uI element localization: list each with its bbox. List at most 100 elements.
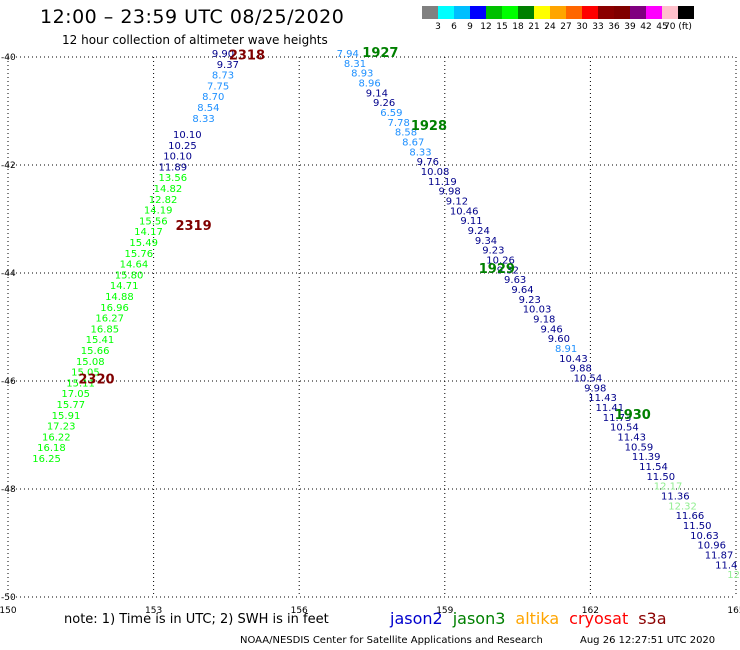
swh-label-track2: 9.26 — [373, 98, 395, 109]
swh-label-track2: 10.08 — [421, 167, 450, 178]
swh-label-jason3: 16.22 — [42, 432, 71, 443]
colorbar — [422, 6, 694, 20]
swh-label-track2: 12.32 — [668, 501, 697, 512]
pass-time-label: 2319 — [175, 219, 211, 234]
swh-label-track2: 11.36 — [661, 491, 690, 502]
swh-label-track2: 7.94 — [337, 49, 359, 60]
swh-label-jason3: 16.85 — [91, 324, 120, 335]
swh-label-jason3: 14.19 — [144, 206, 173, 217]
swh-label-track2: 9.24 — [468, 226, 490, 237]
colorbar-swatch — [630, 6, 646, 19]
x-tick-label: 159 — [436, 606, 453, 616]
swh-label-jason3: 16.18 — [37, 443, 66, 454]
swh-label-jason3: 17.05 — [61, 389, 90, 400]
swh-label-jason2: 10.10 — [173, 130, 202, 141]
legend-cryosat: cryosat — [569, 609, 629, 628]
swh-label-track2: 9.98 — [584, 383, 606, 394]
swh-label-track2: 10.59 — [625, 442, 654, 453]
swh-label-track2: 11.50 — [646, 472, 675, 483]
satellite-legend: jason2 jason3 altika cryosat s3a — [390, 609, 677, 628]
swh-label-track2: 8.91 — [555, 344, 577, 355]
legend-jason3: jason3 — [452, 609, 506, 628]
swh-label-track2: 11.4 — [715, 560, 737, 571]
swh-label-track2: 9.64 — [511, 285, 533, 296]
swh-label-track2: 9.60 — [548, 334, 570, 345]
swh-label-jason3: 15.66 — [81, 346, 110, 357]
swh-label-track2: 9.12 — [446, 196, 468, 207]
swh-label-altika: 8.70 — [202, 92, 224, 103]
colorbar-swatch — [614, 6, 630, 19]
swh-label-track2: 9.32 — [497, 265, 519, 276]
pass-time-label: 2318 — [229, 49, 265, 64]
swh-label-track2: 6.59 — [380, 108, 402, 119]
swh-label-jason3: 14.82 — [154, 184, 183, 195]
chart-subtitle: 12 hour collection of altimeter wave hei… — [62, 33, 328, 47]
swh-label-jason3: 15.08 — [76, 357, 105, 368]
colorbar-swatch — [598, 6, 614, 19]
swh-label-jason3: 15.56 — [139, 216, 168, 227]
x-tick-label: 150 — [0, 606, 17, 616]
swh-label-track2: 11.73 — [603, 413, 632, 424]
swh-label-track2: 8.93 — [351, 69, 373, 80]
colorbar-swatch — [486, 6, 502, 19]
legend-altika: altika — [515, 609, 560, 628]
colorbar-swatch — [550, 6, 566, 19]
pass-time-label: 2320 — [78, 373, 114, 388]
swh-label-jason3: 16.27 — [95, 314, 124, 325]
swh-label-track2: 12 — [727, 570, 740, 581]
swh-label-jason3: 14.64 — [120, 260, 149, 271]
swh-label-track2: 7.78 — [388, 118, 410, 129]
swh-label-jason3: 15.76 — [124, 249, 153, 260]
y-tick-label: -44 — [1, 269, 16, 279]
x-tick-label: 153 — [145, 606, 162, 616]
colorbar-label: 39 — [624, 22, 636, 32]
swh-label-jason2: 9.90 — [212, 49, 234, 60]
swh-label-track2: 11.19 — [428, 177, 457, 188]
swh-label-track2: 9.46 — [540, 324, 562, 335]
pass-time-label: 1929 — [479, 262, 515, 277]
swh-label-altika: 8.73 — [212, 71, 234, 82]
swh-label-track2: 9.14 — [366, 88, 388, 99]
swh-label-track2: 8.33 — [409, 147, 431, 158]
swh-label-jason2: 10.25 — [168, 141, 197, 152]
colorbar-label: 3 — [435, 22, 441, 32]
x-tick-label: 156 — [291, 606, 308, 616]
colorbar-swatch — [678, 6, 694, 19]
swh-label-track2: 10.26 — [486, 255, 515, 266]
swh-label-track2: 12.17 — [654, 482, 683, 493]
swh-label-jason3: 17.23 — [47, 422, 76, 433]
swh-label-jason3: 15.11 — [66, 378, 95, 389]
colorbar-swatch — [662, 6, 678, 19]
x-tick-label: 165 — [727, 606, 740, 616]
swh-label-jason3: 14.17 — [134, 227, 163, 238]
swh-label-jason3: 15.05 — [71, 368, 100, 379]
swh-label-jason3: 16.96 — [100, 303, 129, 314]
y-tick-label: -48 — [1, 485, 16, 495]
y-tick-label: -42 — [1, 161, 16, 171]
swh-label-altika: 8.33 — [192, 114, 214, 125]
swh-label-jason2: 9.37 — [217, 60, 239, 71]
colorbar-swatch — [470, 6, 486, 19]
swh-label-track2: 11.43 — [588, 393, 617, 404]
swh-label-jason2: 10.10 — [163, 152, 192, 163]
swh-label-track2: 9.88 — [570, 364, 592, 375]
swh-label-jason3: 16.25 — [32, 454, 61, 465]
colorbar-label: 18 — [512, 22, 524, 32]
swh-label-track2: 10.96 — [697, 541, 726, 552]
swh-label-track2: 8.67 — [402, 137, 424, 148]
swh-label-jason3: 14.88 — [105, 292, 134, 303]
swh-label-jason3: 15.41 — [86, 335, 115, 346]
y-tick-label: -50 — [1, 593, 16, 603]
swh-label-altika: 8.54 — [197, 103, 219, 114]
chart-title: 12:00 – 23:59 UTC 08/25/2020 — [40, 6, 345, 28]
swh-label-track2: 10.54 — [610, 423, 639, 434]
swh-label-jason3: 15.80 — [115, 270, 144, 281]
swh-label-jason3: 15.91 — [52, 411, 81, 422]
swh-label-track2: 11.39 — [632, 452, 661, 463]
colorbar-label: 15 — [496, 22, 508, 32]
swh-label-track2: 11.50 — [683, 521, 712, 532]
swh-label-track2: 8.58 — [395, 128, 417, 139]
swh-label-track2: 9.34 — [475, 236, 497, 247]
swh-label-track2: 9.23 — [519, 295, 541, 306]
pass-time-label: 1930 — [615, 408, 651, 423]
